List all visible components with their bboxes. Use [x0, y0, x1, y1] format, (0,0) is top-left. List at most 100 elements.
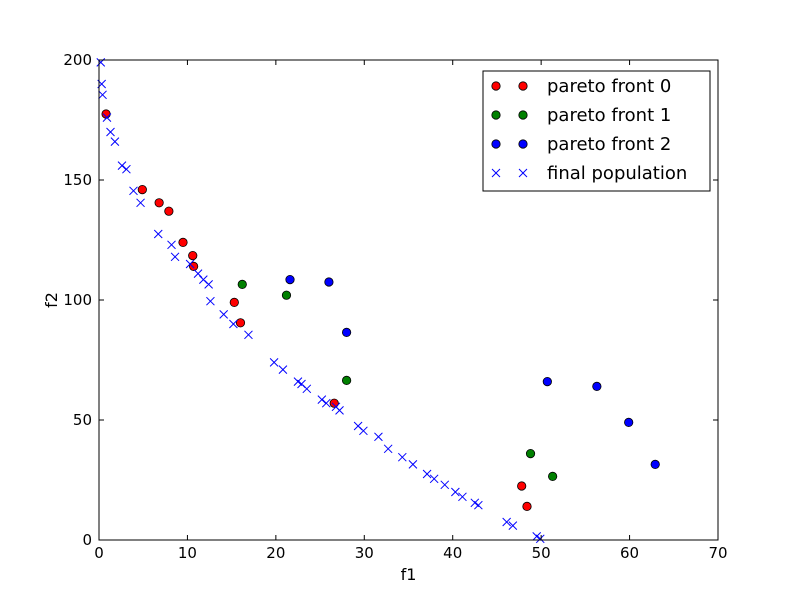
x-tick-label: 0 [94, 544, 104, 562]
x-marker-point [110, 137, 120, 146]
x-marker-point [302, 384, 312, 394]
x-marker-point [374, 432, 383, 442]
x-marker-point [278, 365, 288, 374]
x-marker-point [451, 487, 460, 497]
y-tick-label: 100 [63, 291, 92, 309]
y-tick-label: 0 [82, 531, 92, 549]
circle-point [548, 471, 558, 481]
x-marker-point [170, 252, 180, 262]
y-tick-label: 200 [63, 51, 92, 69]
circle-point [592, 381, 602, 391]
legend-entry: pareto front 1 [491, 105, 671, 126]
legend-marker [518, 81, 528, 91]
circle-point [235, 318, 246, 328]
x-tick-label: 40 [443, 544, 462, 562]
legend: pareto front 0 pareto front 1 pareto front… [482, 70, 711, 192]
x-marker-point [458, 492, 467, 502]
x-marker-point [153, 229, 163, 239]
circle-point [281, 290, 292, 300]
x-marker-point [397, 452, 407, 462]
x-marker-point [204, 280, 214, 289]
legend-label: final population [547, 163, 687, 184]
circle-point [164, 206, 174, 216]
legend-entry: final population [491, 163, 687, 184]
circle-point [229, 297, 239, 307]
x-marker-point [408, 460, 418, 469]
circle-point [285, 274, 295, 285]
legend-marker [518, 168, 528, 178]
x-marker-point [244, 330, 253, 340]
series-0 [101, 109, 532, 511]
x-tick-label: 70 [708, 544, 727, 562]
x-marker-point [502, 517, 512, 527]
x-marker-point [383, 444, 393, 454]
y-tick-label: 50 [73, 411, 92, 429]
circle-point [341, 327, 352, 337]
x-tick-label: 60 [620, 544, 639, 562]
circle-point [329, 398, 339, 408]
circle-point [188, 251, 198, 261]
legend-label: pareto front 0 [547, 76, 671, 97]
x-marker-point [535, 534, 545, 544]
circle-point [542, 376, 552, 387]
x-marker-point [229, 319, 238, 329]
series-1 [237, 279, 558, 481]
x-marker-point [508, 521, 518, 530]
x-axis-label: f1 [401, 565, 417, 584]
legend-entry: pareto front 2 [491, 134, 671, 155]
x-marker-point [269, 358, 279, 367]
y-tick-label: 150 [63, 171, 92, 189]
circle-point [237, 279, 247, 289]
x-marker-point [167, 240, 176, 250]
circle-point [341, 375, 352, 385]
x-marker-point [335, 406, 344, 415]
x-marker-point [317, 395, 327, 404]
circle-point [178, 237, 188, 247]
x-tick-label: 30 [355, 544, 374, 562]
circle-point [137, 185, 147, 195]
legend-marker [518, 110, 528, 120]
x-marker-point [206, 296, 215, 306]
x-marker-point [429, 474, 439, 484]
x-marker-point [440, 480, 450, 490]
circle-point [517, 481, 527, 491]
circle-point [525, 448, 536, 459]
x-marker-point [106, 127, 115, 137]
circle-point [624, 417, 634, 427]
x-marker-point [422, 469, 432, 479]
data-marks [96, 58, 660, 544]
circle-point [650, 459, 660, 469]
axis-ticks: 0 10 20 30 40 50 60 70 0 50 100 150 200 [63, 51, 727, 562]
legend-label: pareto front 2 [547, 134, 671, 155]
x-marker-point [102, 113, 112, 122]
x-marker-point [359, 426, 368, 436]
circle-point [522, 501, 532, 511]
x-marker-point [474, 500, 483, 510]
x-marker-point [185, 259, 195, 269]
x-marker-point [117, 161, 127, 170]
x-marker-point [321, 398, 331, 408]
legend-marker [491, 110, 501, 120]
circle-point [324, 277, 334, 287]
series-2 [285, 274, 660, 469]
x-marker-point [98, 90, 107, 100]
x-marker-point [136, 198, 145, 208]
x-tick-label: 20 [266, 544, 285, 562]
legend-marker [491, 81, 501, 91]
circle-point [189, 261, 199, 271]
x-tick-label: 50 [532, 544, 551, 562]
y-axis-label: f2 [42, 292, 61, 308]
legend-marker [491, 139, 501, 149]
legend-marker [491, 168, 501, 178]
plot-frame [98, 59, 719, 541]
series-3 [96, 58, 545, 544]
circle-point [154, 198, 164, 208]
x-tick-label: 10 [178, 544, 197, 562]
x-marker-point [122, 164, 131, 174]
legend-entry: pareto front 0 [491, 76, 671, 97]
legend-marker [518, 139, 528, 149]
legend-label: pareto front 1 [547, 105, 671, 126]
x-marker-point [219, 310, 229, 319]
x-marker-point [129, 186, 138, 196]
